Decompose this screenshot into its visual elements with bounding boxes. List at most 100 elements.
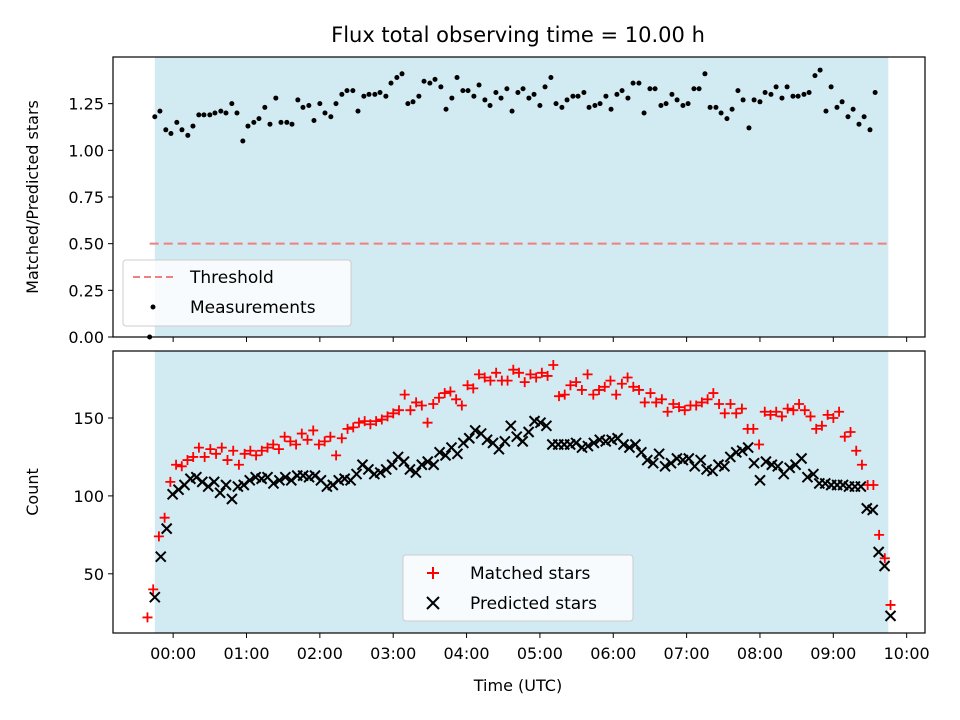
matched-star-point <box>582 369 593 380</box>
measurement-point <box>861 114 867 120</box>
predicted-star-point <box>208 476 220 488</box>
measurement-point <box>735 88 741 94</box>
matched-star-point <box>845 427 856 438</box>
measurement-point <box>361 93 367 99</box>
measurement-point <box>817 67 823 73</box>
measurement-point <box>421 78 427 84</box>
matched-star-point <box>714 398 725 409</box>
measurement-point <box>603 93 609 99</box>
matched-star-point <box>548 360 559 371</box>
predicted-star-point <box>451 448 464 460</box>
time-x-tick-label: 07:00 <box>664 644 710 663</box>
matched-star-point <box>868 479 879 490</box>
measurement-point <box>740 97 746 103</box>
measurement-point <box>691 86 697 92</box>
matched-star-point <box>702 394 713 405</box>
matched-star-point <box>588 389 599 400</box>
measurement-point <box>685 101 691 107</box>
matched-star-point <box>805 411 816 422</box>
matched-star-point <box>634 384 645 395</box>
predicted-star-point <box>718 460 731 473</box>
predicted-star-point <box>155 550 167 563</box>
matched-star-point <box>731 408 742 419</box>
predicted-star-point <box>439 449 452 462</box>
matched-star-point <box>502 375 513 386</box>
matched-star-point <box>822 409 833 420</box>
predicted-star-point <box>505 420 517 432</box>
legend-predicted-swatch <box>426 596 440 610</box>
measurement-point <box>449 95 455 101</box>
measurement-point <box>801 91 807 97</box>
measurement-point <box>806 89 812 95</box>
measurement-point <box>443 106 449 112</box>
measurement-point <box>344 88 350 94</box>
predicted-star-point <box>410 466 422 479</box>
measurement-point <box>597 101 603 107</box>
chart-title: Flux total observing time = 10.00 h <box>331 23 705 47</box>
matched-star-point <box>782 403 793 414</box>
measurement-point <box>190 123 196 129</box>
ratio-legend-box <box>122 259 352 327</box>
measurement-point <box>273 95 279 101</box>
measurement-point <box>773 84 779 90</box>
predicted-star-point <box>244 474 256 487</box>
predicted-star-point <box>273 474 286 487</box>
predicted-star-point <box>582 440 594 452</box>
measurement-point <box>575 93 581 99</box>
measurement-point <box>867 127 873 133</box>
measurement-point <box>746 125 752 131</box>
predicted-star-point <box>694 454 707 466</box>
predicted-star-point <box>522 426 535 438</box>
matched-star-point <box>616 378 627 389</box>
measurement-point <box>212 110 218 116</box>
predicted-star-point <box>160 522 173 535</box>
measurement-point <box>278 119 284 125</box>
measurement-point <box>377 89 383 95</box>
matched-star-point <box>479 372 490 383</box>
matched-star-point <box>159 512 170 523</box>
measurement-point <box>201 112 207 118</box>
matched-star-point <box>251 450 262 461</box>
matched-star-point <box>856 459 867 470</box>
predicted-star-point <box>469 424 481 437</box>
matched-star-point <box>302 434 313 445</box>
matched-star-point <box>542 370 553 381</box>
measurement-point <box>179 127 185 133</box>
measurement-point <box>625 95 631 101</box>
measurement-point <box>856 121 862 127</box>
measurement-point <box>839 99 845 105</box>
matched-star-point <box>879 553 890 564</box>
ratio-y-tick-label: 0.00 <box>68 328 104 347</box>
matched-star-point <box>279 431 290 442</box>
matched-star-point <box>622 372 633 383</box>
measurement-point <box>322 110 328 116</box>
matched-star-point <box>256 445 267 456</box>
matched-star-point <box>308 425 319 436</box>
matched-star-point <box>153 531 164 542</box>
matched-star-point <box>639 397 650 408</box>
measurement-point <box>570 93 576 99</box>
measurement-point <box>240 138 246 144</box>
predicted-star-point <box>493 443 505 455</box>
measurement-point <box>630 80 636 86</box>
measurement-point <box>828 84 834 90</box>
matched-star-point <box>485 375 496 386</box>
measurement-point <box>218 108 224 114</box>
matched-star-point <box>656 394 667 405</box>
measurement-point <box>152 114 158 120</box>
matched-star-point <box>376 414 387 425</box>
matched-star-point <box>576 384 587 395</box>
matched-star-point <box>559 389 570 400</box>
count-panel-frame <box>112 350 926 634</box>
measurement-point <box>674 97 680 103</box>
measurements-points <box>147 67 878 340</box>
predicted-star-point <box>540 420 553 432</box>
matched-star-point <box>599 381 610 392</box>
time-x-tick-label: 09:00 <box>810 644 856 663</box>
measurement-point <box>399 71 405 77</box>
matched-star-point <box>433 392 444 403</box>
matched-star-point <box>611 389 622 400</box>
measurement-point <box>300 104 306 110</box>
predicted-star-point <box>801 471 814 483</box>
measurement-point <box>553 101 559 107</box>
